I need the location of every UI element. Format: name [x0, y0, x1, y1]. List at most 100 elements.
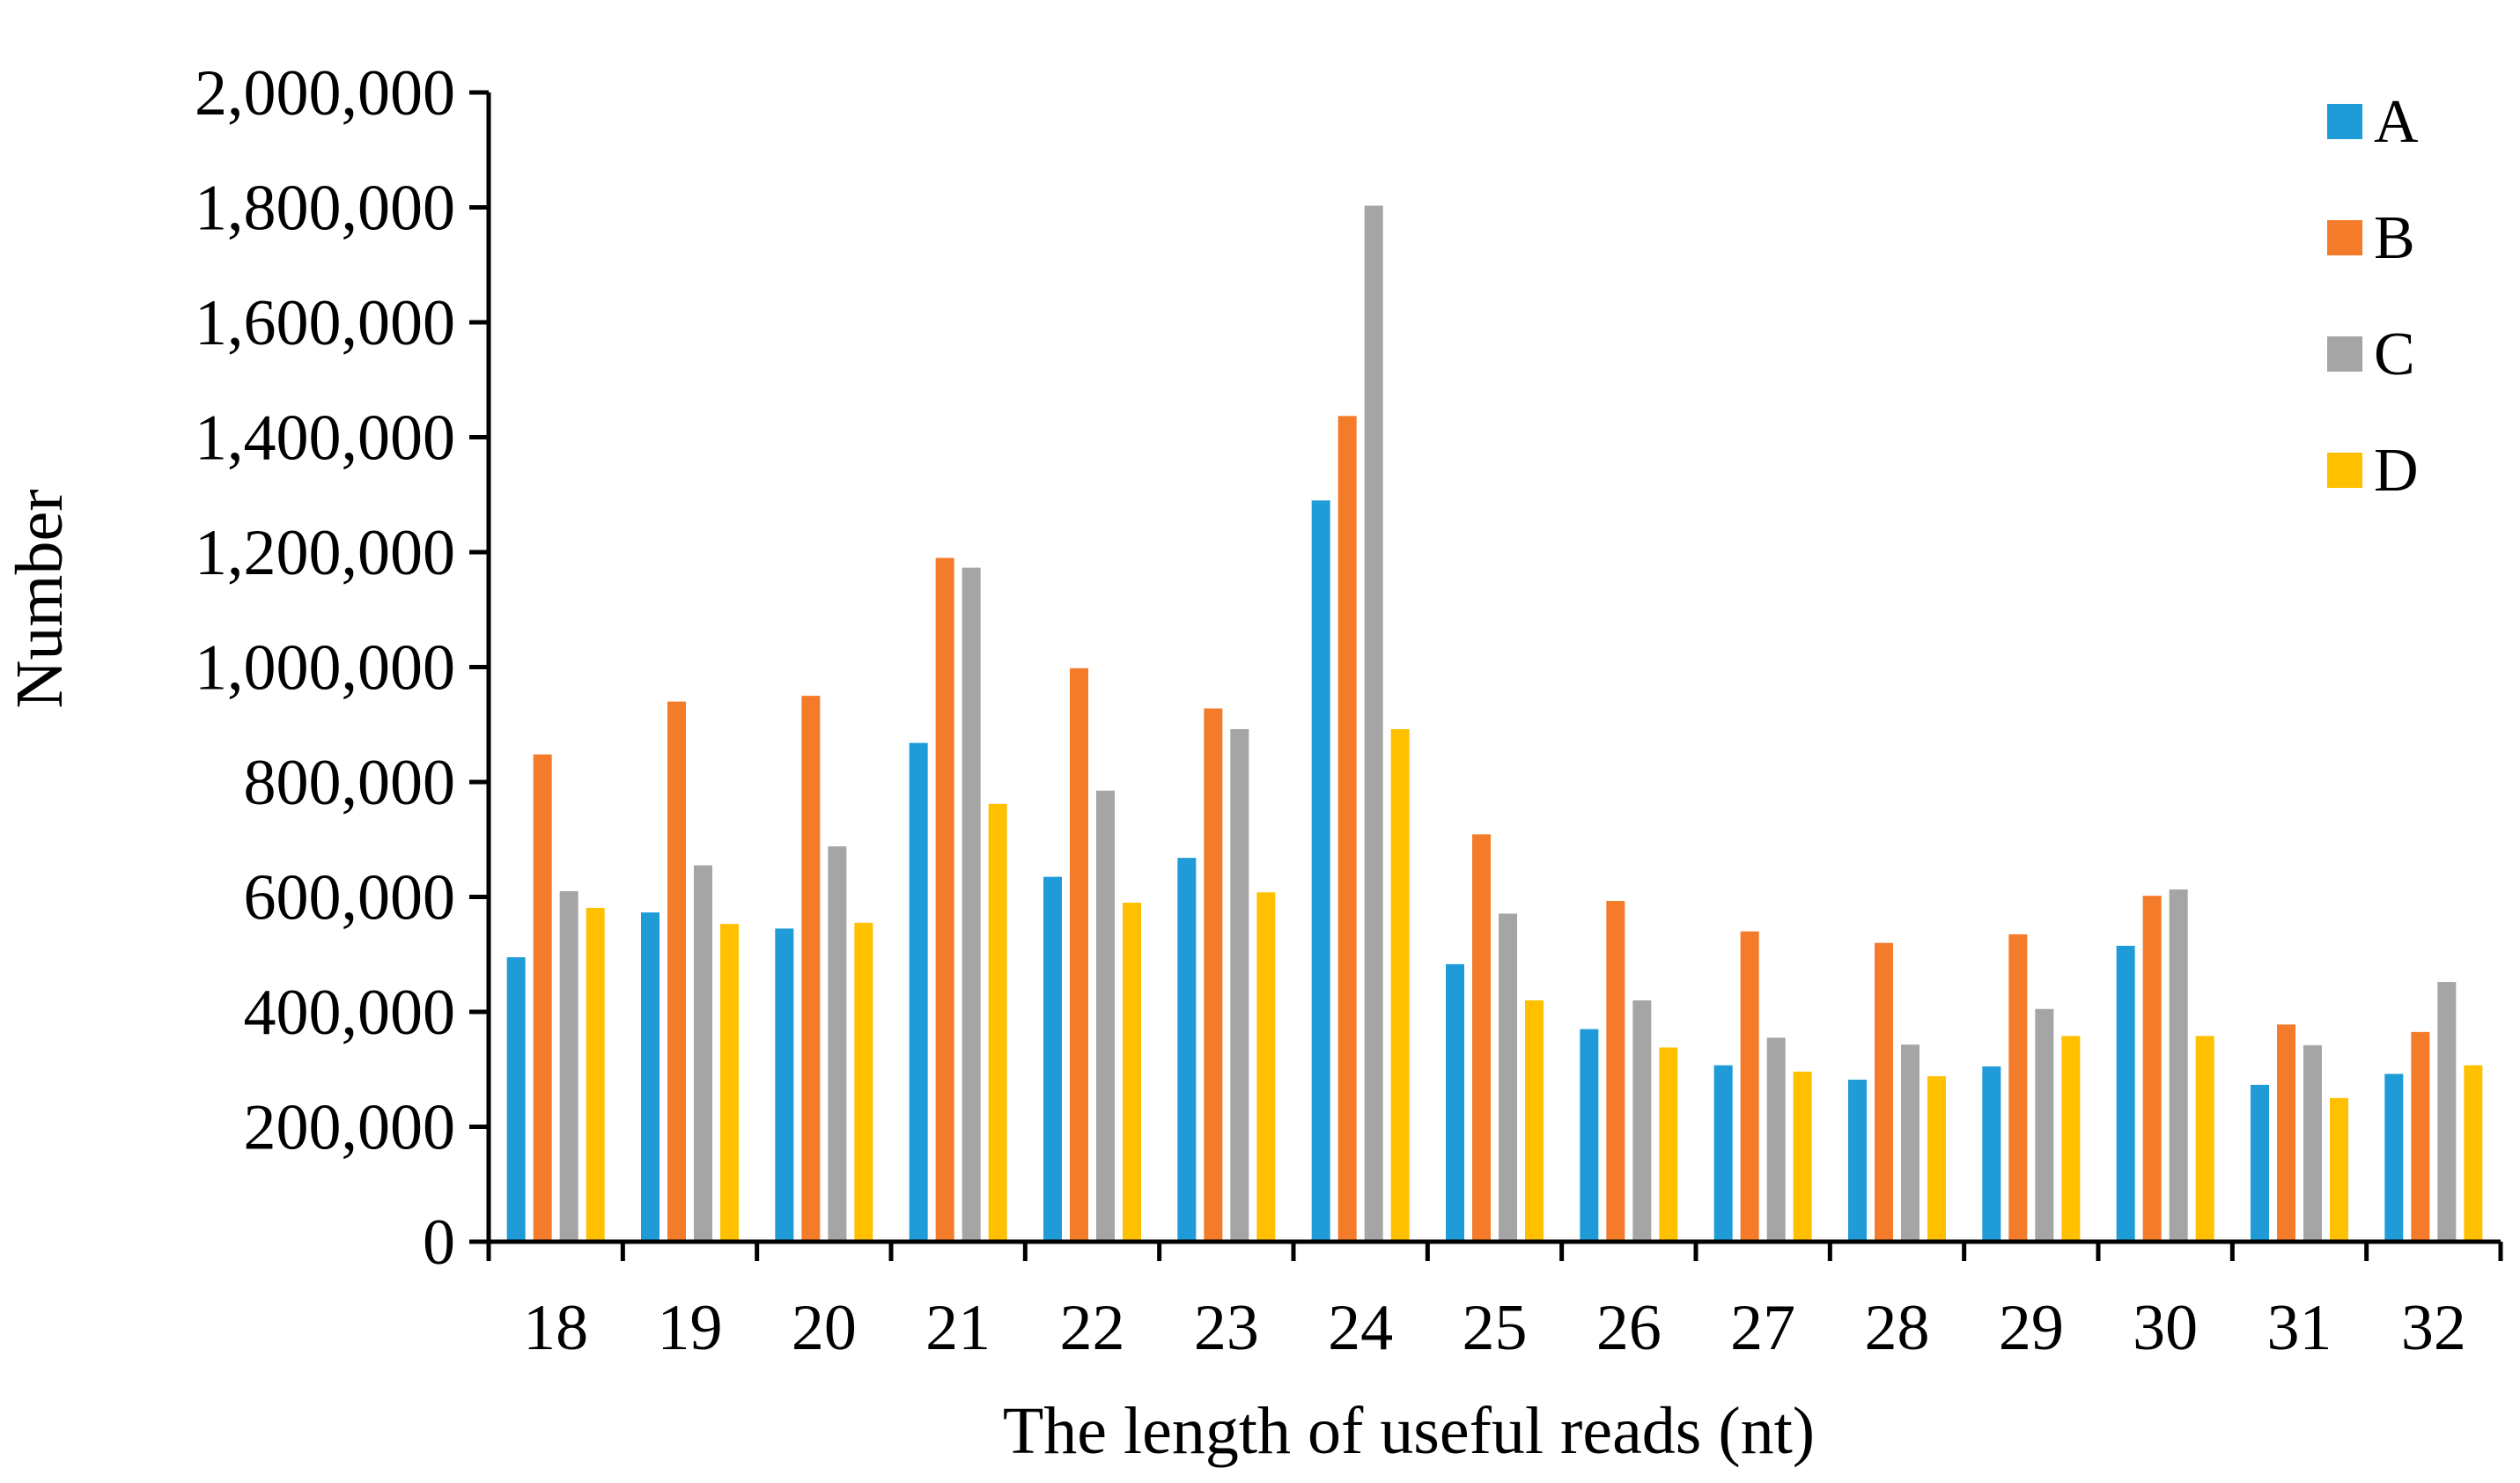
bar-A-18	[506, 957, 526, 1242]
legend-label-C: C	[2374, 321, 2415, 388]
y-tick-label: 800,000	[244, 747, 456, 819]
bar-C-30	[2169, 889, 2188, 1242]
bar-A-22	[1043, 876, 1062, 1242]
y-tick-label: 1,400,000	[195, 402, 455, 475]
bar-D-29	[2061, 1036, 2081, 1242]
bar-A-24	[1311, 500, 1330, 1242]
bar-A-31	[2251, 1084, 2269, 1242]
bar-C-20	[828, 846, 847, 1242]
bar-C-32	[2437, 982, 2457, 1242]
bar-A-19	[641, 912, 659, 1242]
axes	[486, 92, 2501, 1244]
bar-B-22	[1070, 668, 1088, 1242]
bar-B-27	[1740, 931, 1759, 1242]
x-tick-label: 18	[523, 1292, 588, 1364]
x-tick-label: 28	[1865, 1292, 1930, 1364]
bar-C-25	[1499, 913, 1517, 1242]
legend-label-D: D	[2374, 437, 2419, 505]
bar-D-20	[854, 922, 873, 1242]
legend-swatch-C	[2327, 336, 2362, 372]
bar-C-29	[2035, 1008, 2054, 1242]
x-axis-ticks: 18 19 20 21 22 23 24 25 26 27 28 29 30 31 32	[486, 1242, 2503, 1364]
x-tick-label: 23	[1194, 1292, 1259, 1364]
x-tick-label: 27	[1730, 1292, 1795, 1364]
bar-C-22	[1096, 790, 1115, 1242]
bar-B-23	[1204, 708, 1223, 1242]
y-tick-label: 200,000	[244, 1092, 456, 1164]
bar-A-23	[1177, 858, 1197, 1242]
y-tick-label: 2,000,000	[195, 57, 455, 129]
legend-swatch-A	[2327, 104, 2362, 139]
x-tick-label: 30	[2133, 1292, 2198, 1364]
bar-B-29	[2008, 933, 2028, 1242]
x-tick-label: 22	[1060, 1292, 1125, 1364]
x-tick-label: 29	[1999, 1292, 2064, 1364]
y-axis-ticks: 0 200,000 400,000 600,000 800,000 1,000,000 1,…	[195, 57, 489, 1279]
bar-B-21	[935, 557, 954, 1242]
bar-A-29	[1982, 1066, 2001, 1242]
bar-B-30	[2142, 896, 2162, 1242]
bar-A-28	[1848, 1079, 1867, 1242]
x-tick-label: 24	[1328, 1292, 1393, 1364]
x-tick-label: 26	[1596, 1292, 1662, 1364]
bar-C-18	[559, 890, 578, 1242]
bar-D-28	[1927, 1076, 1946, 1242]
x-tick-label: 32	[2401, 1292, 2466, 1364]
bar-C-26	[1632, 1000, 1652, 1242]
bar-D-19	[720, 924, 739, 1242]
bar-D-26	[1659, 1047, 1678, 1242]
bar-A-27	[1713, 1065, 1733, 1242]
bar-D-23	[1256, 892, 1276, 1242]
legend-label-B: B	[2374, 204, 2415, 272]
bar-A-32	[2384, 1074, 2404, 1242]
bar-B-31	[2277, 1024, 2295, 1242]
bar-C-19	[694, 865, 712, 1242]
x-tick-label: 25	[1463, 1292, 1528, 1364]
bar-D-31	[2330, 1097, 2348, 1242]
bar-B-24	[1337, 416, 1357, 1242]
bar-B-26	[1606, 901, 1625, 1242]
x-tick-label: 31	[2267, 1292, 2332, 1364]
y-tick-label: 600,000	[244, 862, 456, 934]
x-tick-label: 19	[658, 1292, 723, 1364]
bar-B-18	[533, 754, 552, 1242]
bar-B-20	[801, 696, 821, 1242]
y-tick-label: 1,800,000	[195, 173, 455, 245]
bar-A-25	[1446, 963, 1464, 1242]
y-axis-title: Number	[3, 489, 77, 708]
bar-D-30	[2195, 1036, 2214, 1242]
bar-B-25	[1472, 834, 1491, 1242]
y-tick-label: 0	[423, 1206, 455, 1279]
y-tick-label: 1,600,000	[195, 287, 455, 359]
bar-B-28	[1875, 942, 1893, 1242]
bar-C-28	[1901, 1044, 1919, 1242]
x-tick-label: 21	[925, 1292, 991, 1364]
legend-label-A: A	[2374, 88, 2419, 156]
x-axis-title: The length of useful reads (nt)	[1003, 1394, 1815, 1468]
bar-D-18	[586, 907, 605, 1242]
y-tick-label: 1,000,000	[195, 632, 455, 705]
bar-C-21	[962, 567, 981, 1242]
bar-D-32	[2464, 1065, 2483, 1242]
bar-C-23	[1230, 728, 1249, 1242]
bar-D-25	[1525, 1000, 1544, 1242]
legend-swatch-B	[2327, 220, 2362, 255]
legend-swatch-D	[2327, 453, 2362, 488]
bar-C-24	[1364, 205, 1383, 1243]
y-tick-label: 1,200,000	[195, 517, 455, 589]
bar-A-30	[2116, 945, 2135, 1242]
bar-D-24	[1390, 728, 1410, 1242]
bar-D-22	[1123, 903, 1141, 1242]
bar-A-26	[1580, 1029, 1599, 1242]
bar-D-27	[1793, 1071, 1812, 1242]
bar-D-21	[988, 803, 1007, 1242]
bar-A-21	[909, 742, 928, 1242]
y-tick-label: 400,000	[244, 977, 456, 1049]
bar-A-20	[775, 928, 794, 1242]
bar-B-32	[2411, 1031, 2430, 1242]
x-tick-label: 20	[792, 1292, 857, 1364]
bar-C-31	[2303, 1044, 2322, 1242]
